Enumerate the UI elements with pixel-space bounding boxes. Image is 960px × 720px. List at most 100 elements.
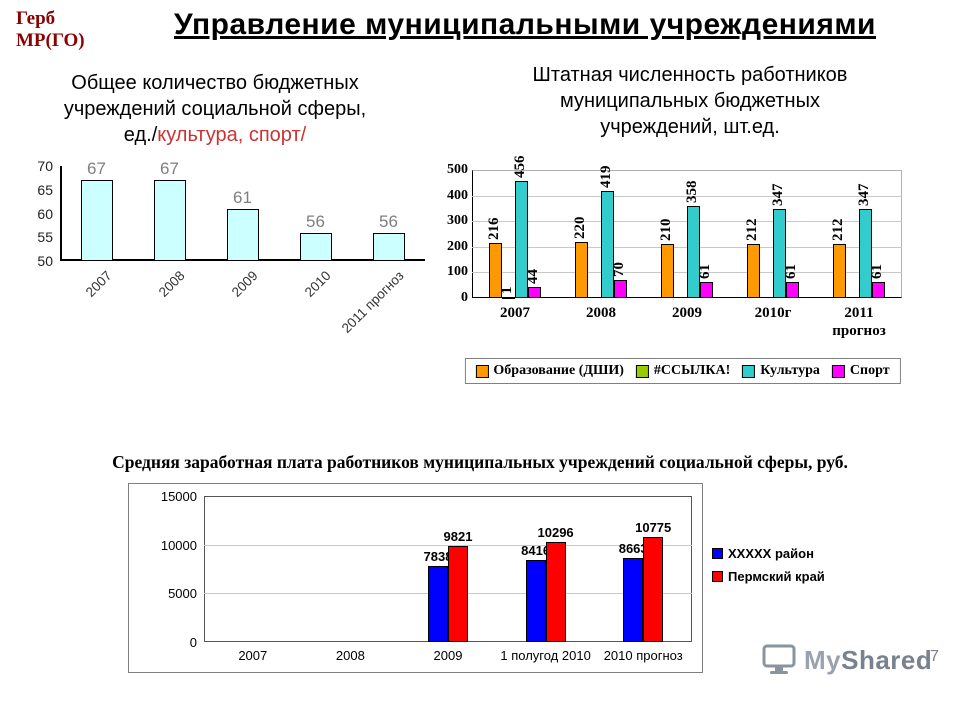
chart-institutions-title-accent: культура, спорт/ bbox=[157, 124, 307, 146]
bar bbox=[448, 546, 468, 642]
bar bbox=[661, 244, 674, 298]
legend-item: ХХХХХ район bbox=[712, 546, 825, 561]
legend-label: Спорт bbox=[849, 363, 890, 378]
bar bbox=[872, 282, 885, 298]
y-axis-tick-label: 500 bbox=[447, 162, 468, 177]
bar-value-label: 347 bbox=[769, 183, 786, 207]
legend-swatch bbox=[712, 571, 723, 582]
bar bbox=[747, 243, 760, 298]
bar-value-label: 7838 bbox=[423, 548, 453, 564]
x-axis-label: 2011 прогноз bbox=[339, 268, 408, 336]
bar-value-label: 67 bbox=[87, 159, 106, 179]
bar-value-label: 10775 bbox=[635, 520, 672, 536]
bar bbox=[623, 557, 644, 642]
legend-item: Культура bbox=[742, 363, 820, 379]
bar-value-label: 9821 bbox=[443, 529, 473, 545]
page-number: 7 bbox=[930, 648, 939, 665]
legend-swatch bbox=[831, 364, 845, 378]
y-axis-tick-label: 100 bbox=[447, 264, 468, 280]
x-axis-label: 2007 bbox=[83, 268, 116, 300]
x-axis-label: 2009 bbox=[433, 648, 463, 663]
y-axis-tick-label: 10000 bbox=[160, 537, 197, 553]
y-axis-tick-label: 70 bbox=[37, 158, 53, 174]
bar bbox=[528, 286, 541, 298]
gridline bbox=[204, 544, 692, 546]
watermark-text-my: My bbox=[804, 644, 842, 675]
gridline bbox=[472, 195, 902, 197]
bar-value-label: 44 bbox=[524, 268, 541, 284]
bar bbox=[515, 181, 528, 298]
slide-title: Управление муниципальными учреждениями bbox=[174, 8, 876, 41]
legend-item: Пермский край bbox=[712, 569, 825, 584]
bar-value-label: 347 bbox=[855, 183, 872, 207]
bar bbox=[700, 282, 713, 298]
legend-swatch bbox=[475, 364, 489, 378]
bar bbox=[687, 206, 700, 298]
legend-label: ХХХХХ район bbox=[728, 546, 814, 561]
bar bbox=[614, 280, 627, 298]
chart-staff: 0 100 200 300 400 500 216 220 210 212 212 1 456 419 35… bbox=[440, 156, 925, 405]
chart-salary-title: Средняя заработная плата работников муни… bbox=[112, 452, 848, 472]
bar bbox=[575, 241, 588, 298]
legend-label: #ССЫЛКА! bbox=[653, 363, 731, 378]
bar-value-label: 210 bbox=[657, 218, 674, 242]
x-axis-label: 2007 bbox=[500, 305, 530, 321]
y-axis-tick-label: 15000 bbox=[160, 489, 197, 504]
legend: Образование (ДШИ) #ССЫЛКА! Культура Спорт bbox=[464, 358, 901, 384]
bar bbox=[525, 560, 546, 642]
x-axis-label: 2009 bbox=[229, 268, 262, 300]
bar bbox=[859, 209, 872, 298]
bar bbox=[773, 209, 786, 298]
chart-staff-title: Штатная численность работников муниципал… bbox=[532, 64, 848, 138]
y-axis-tick-label: 55 bbox=[37, 229, 53, 246]
bar bbox=[489, 242, 502, 298]
bar bbox=[833, 243, 846, 298]
y-axis-tick-label: 0 bbox=[189, 635, 197, 650]
legend-label: Пермский край bbox=[728, 569, 825, 584]
bar-value-label: 216 bbox=[485, 217, 502, 240]
y-axis-tick-label: 0 bbox=[461, 290, 468, 305]
bar-value-label: 56 bbox=[306, 211, 325, 231]
x-axis-label: 2008 bbox=[156, 268, 189, 300]
y-axis-tick-label: 5000 bbox=[168, 586, 197, 602]
watermark-text-shared: Shared bbox=[841, 644, 933, 675]
bar bbox=[299, 232, 332, 261]
bar bbox=[80, 180, 113, 261]
legend-swatch bbox=[635, 364, 649, 378]
bar bbox=[153, 180, 186, 261]
chart-institutions: 50 55 60 65 70 67 67 61 56 56 2007 2008 2009 2010 2011… bbox=[15, 158, 445, 348]
legend-swatch bbox=[712, 548, 723, 559]
y-axis-tick-label: 200 bbox=[447, 238, 468, 254]
legend-swatch bbox=[742, 364, 756, 378]
bar-value-label: 358 bbox=[683, 180, 700, 204]
bar-value-label: 56 bbox=[379, 211, 398, 231]
bar-value-label: 456 bbox=[511, 155, 528, 179]
y-axis-tick-label: 300 bbox=[447, 213, 468, 229]
bar bbox=[428, 565, 448, 642]
chart-institutions-title: Общее количество бюджетных учреждений со… bbox=[20, 70, 410, 148]
emblem-placeholder-text: Герб МР(ГО) bbox=[16, 8, 85, 51]
y-axis-tick-label: 400 bbox=[447, 187, 468, 203]
bar-value-label: 1 bbox=[498, 286, 515, 294]
x-axis-label: 2011 прогноз bbox=[832, 305, 886, 339]
bar-value-label: 212 bbox=[743, 218, 760, 241]
chart-salary-legend: ХХХХХ район Пермский край bbox=[712, 546, 825, 584]
x-axis-label: 2008 bbox=[586, 305, 616, 321]
bar bbox=[226, 208, 259, 261]
y-axis-tick-label: 60 bbox=[37, 205, 53, 222]
chart-salary: 0 5000 10000 15000 7838 8416 8663 9821 10296 1077… bbox=[128, 483, 703, 673]
y-axis-tick-label: 50 bbox=[37, 253, 53, 269]
x-axis-label: 2010 bbox=[302, 268, 335, 300]
bar bbox=[786, 282, 799, 298]
myshared-watermark: MyShared bbox=[762, 644, 932, 676]
bar-value-label: 70 bbox=[610, 262, 627, 278]
legend-item: Спорт bbox=[831, 363, 890, 379]
y-axis-tick-label: 65 bbox=[37, 181, 53, 198]
x-axis-label: 2010 прогноз bbox=[603, 648, 683, 663]
watermark-text: MyShared bbox=[804, 645, 932, 676]
bar-value-label: 10296 bbox=[537, 524, 574, 540]
bar-value-label: 61 bbox=[868, 264, 885, 280]
x-axis-label: 2009 bbox=[672, 305, 702, 321]
x-axis-label: 1 полугод 2010 bbox=[500, 648, 591, 663]
bar-value-label: 61 bbox=[782, 264, 799, 280]
